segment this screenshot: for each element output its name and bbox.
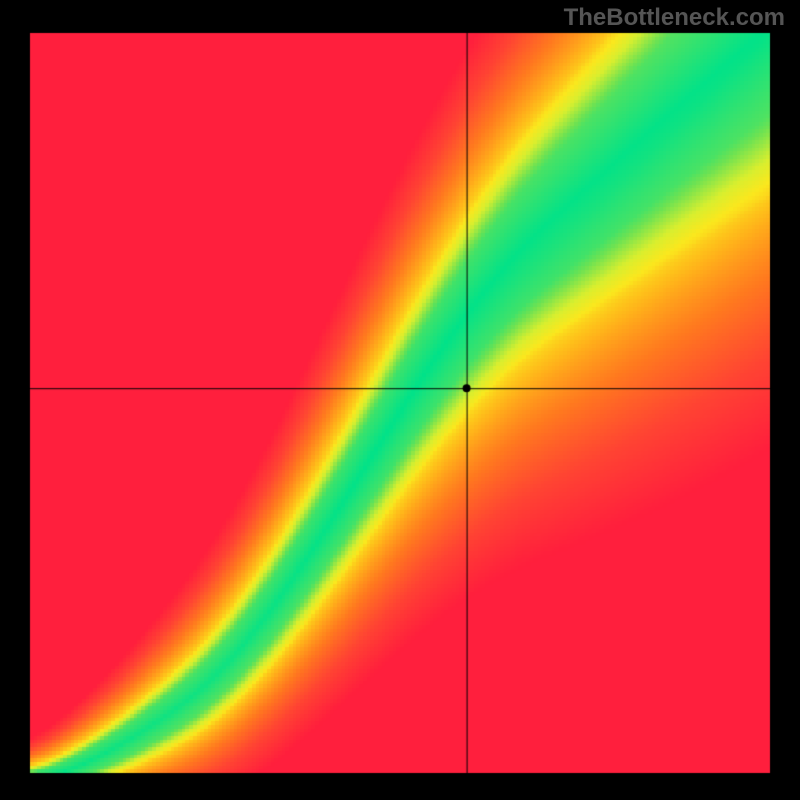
bottleneck-heatmap-canvas [0,0,800,800]
watermark-text: TheBottleneck.com [564,4,785,32]
